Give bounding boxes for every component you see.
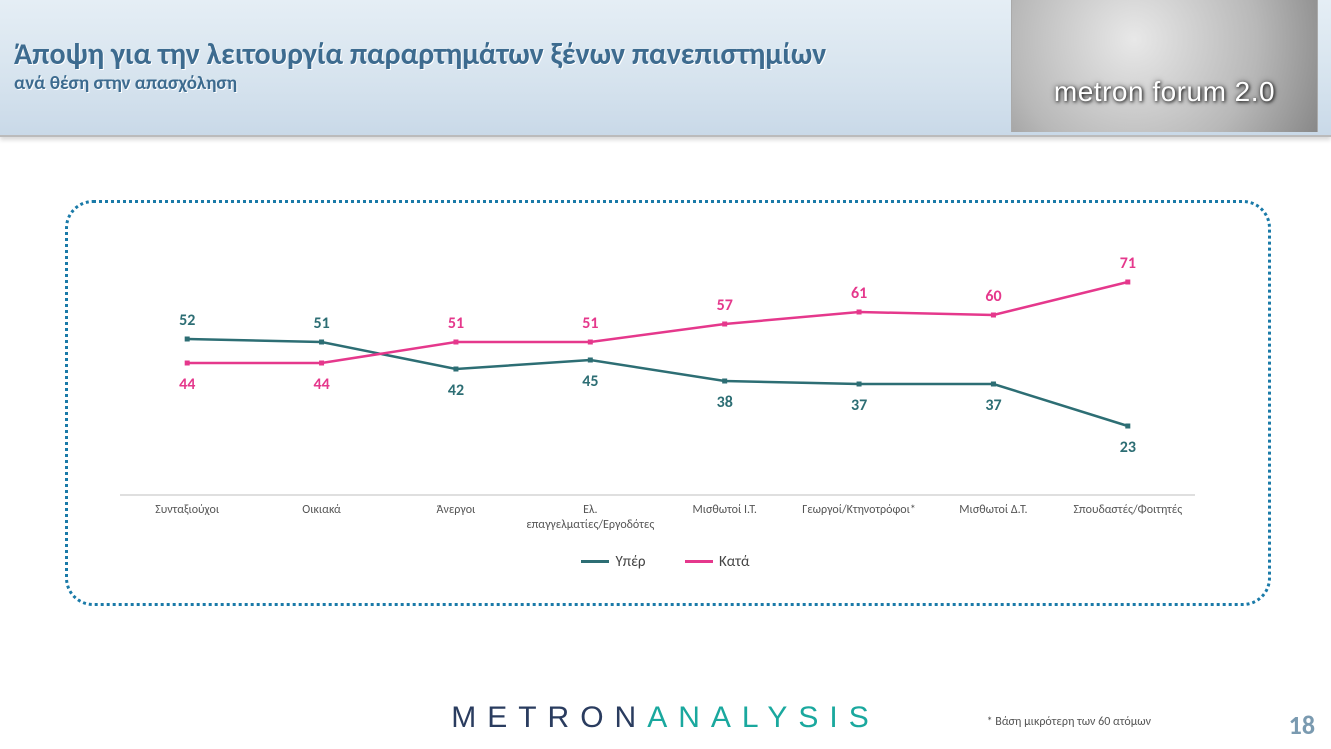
svg-text:44: 44 (313, 375, 329, 394)
legend-item-yper: Υπέρ (581, 553, 645, 571)
svg-text:44: 44 (179, 375, 195, 394)
forum-logo-text: metron forum 2.0 (1054, 76, 1275, 132)
svg-text:45: 45 (582, 372, 598, 391)
svg-text:38: 38 (717, 393, 733, 412)
line-chart: Συνταξιούχοι Οικιακά Άνεργοι Ελ.επαγγελματί… (120, 255, 1195, 555)
legend-swatch-yper (581, 560, 609, 563)
forum-logo-image: metron forum 2.0 (1012, 0, 1317, 132)
page-title: Άποψη για την λειτουργία παραρτημάτων ξέ… (14, 36, 826, 73)
svg-text:51: 51 (448, 314, 464, 333)
chart-footnote: * Βάση μικρότερη των 60 ατόμων (987, 715, 1151, 729)
footer-logo-metron: METRON (451, 701, 647, 734)
svg-text:Οικιακά: Οικιακά (302, 503, 341, 517)
svg-text:Ελ.: Ελ. (583, 503, 597, 517)
header-banner: Άποψη για την λειτουργία παραρτημάτων ξέ… (0, 0, 1331, 137)
svg-text:Μισθωτοί Δ.Τ.: Μισθωτοί Δ.Τ. (959, 503, 1027, 517)
legend-swatch-kata (685, 560, 713, 563)
svg-text:51: 51 (582, 314, 598, 333)
page-number: 18 (1289, 709, 1315, 741)
svg-text:71: 71 (1120, 255, 1136, 273)
svg-text:61: 61 (851, 284, 867, 303)
svg-text:57: 57 (717, 296, 733, 315)
legend-item-kata: Κατά (685, 553, 750, 571)
svg-text:Μισθωτοί Ι.Τ.: Μισθωτοί Ι.Τ. (692, 503, 756, 517)
svg-text:51: 51 (313, 314, 329, 333)
legend-label-kata: Κατά (719, 553, 750, 571)
legend-label-yper: Υπέρ (615, 553, 645, 571)
svg-text:Άνεργοι: Άνεργοι (437, 503, 476, 517)
svg-text:37: 37 (851, 396, 867, 415)
svg-text:Γεωργοί/Κτηνοτρόφοι*: Γεωργοί/Κτηνοτρόφοι* (802, 503, 916, 517)
svg-text:52: 52 (179, 311, 195, 330)
svg-text:23: 23 (1120, 438, 1136, 457)
svg-text:42: 42 (448, 381, 464, 400)
svg-text:Συνταξιούχοι: Συνταξιούχοι (155, 503, 220, 517)
svg-text:60: 60 (985, 287, 1001, 306)
svg-text:Σπουδαστές/Φοιτητές: Σπουδαστές/Φοιτητές (1073, 503, 1182, 517)
page-subtitle: ανά θέση στην απασχόληση (14, 72, 237, 95)
svg-text:επαγγελματίες/Εργοδότες: επαγγελματίες/Εργοδότες (526, 518, 654, 532)
svg-text:37: 37 (985, 396, 1001, 415)
footer-logo-analysis: ANALYSIS (647, 701, 880, 734)
chart-legend: Υπέρ Κατά (0, 550, 1331, 571)
